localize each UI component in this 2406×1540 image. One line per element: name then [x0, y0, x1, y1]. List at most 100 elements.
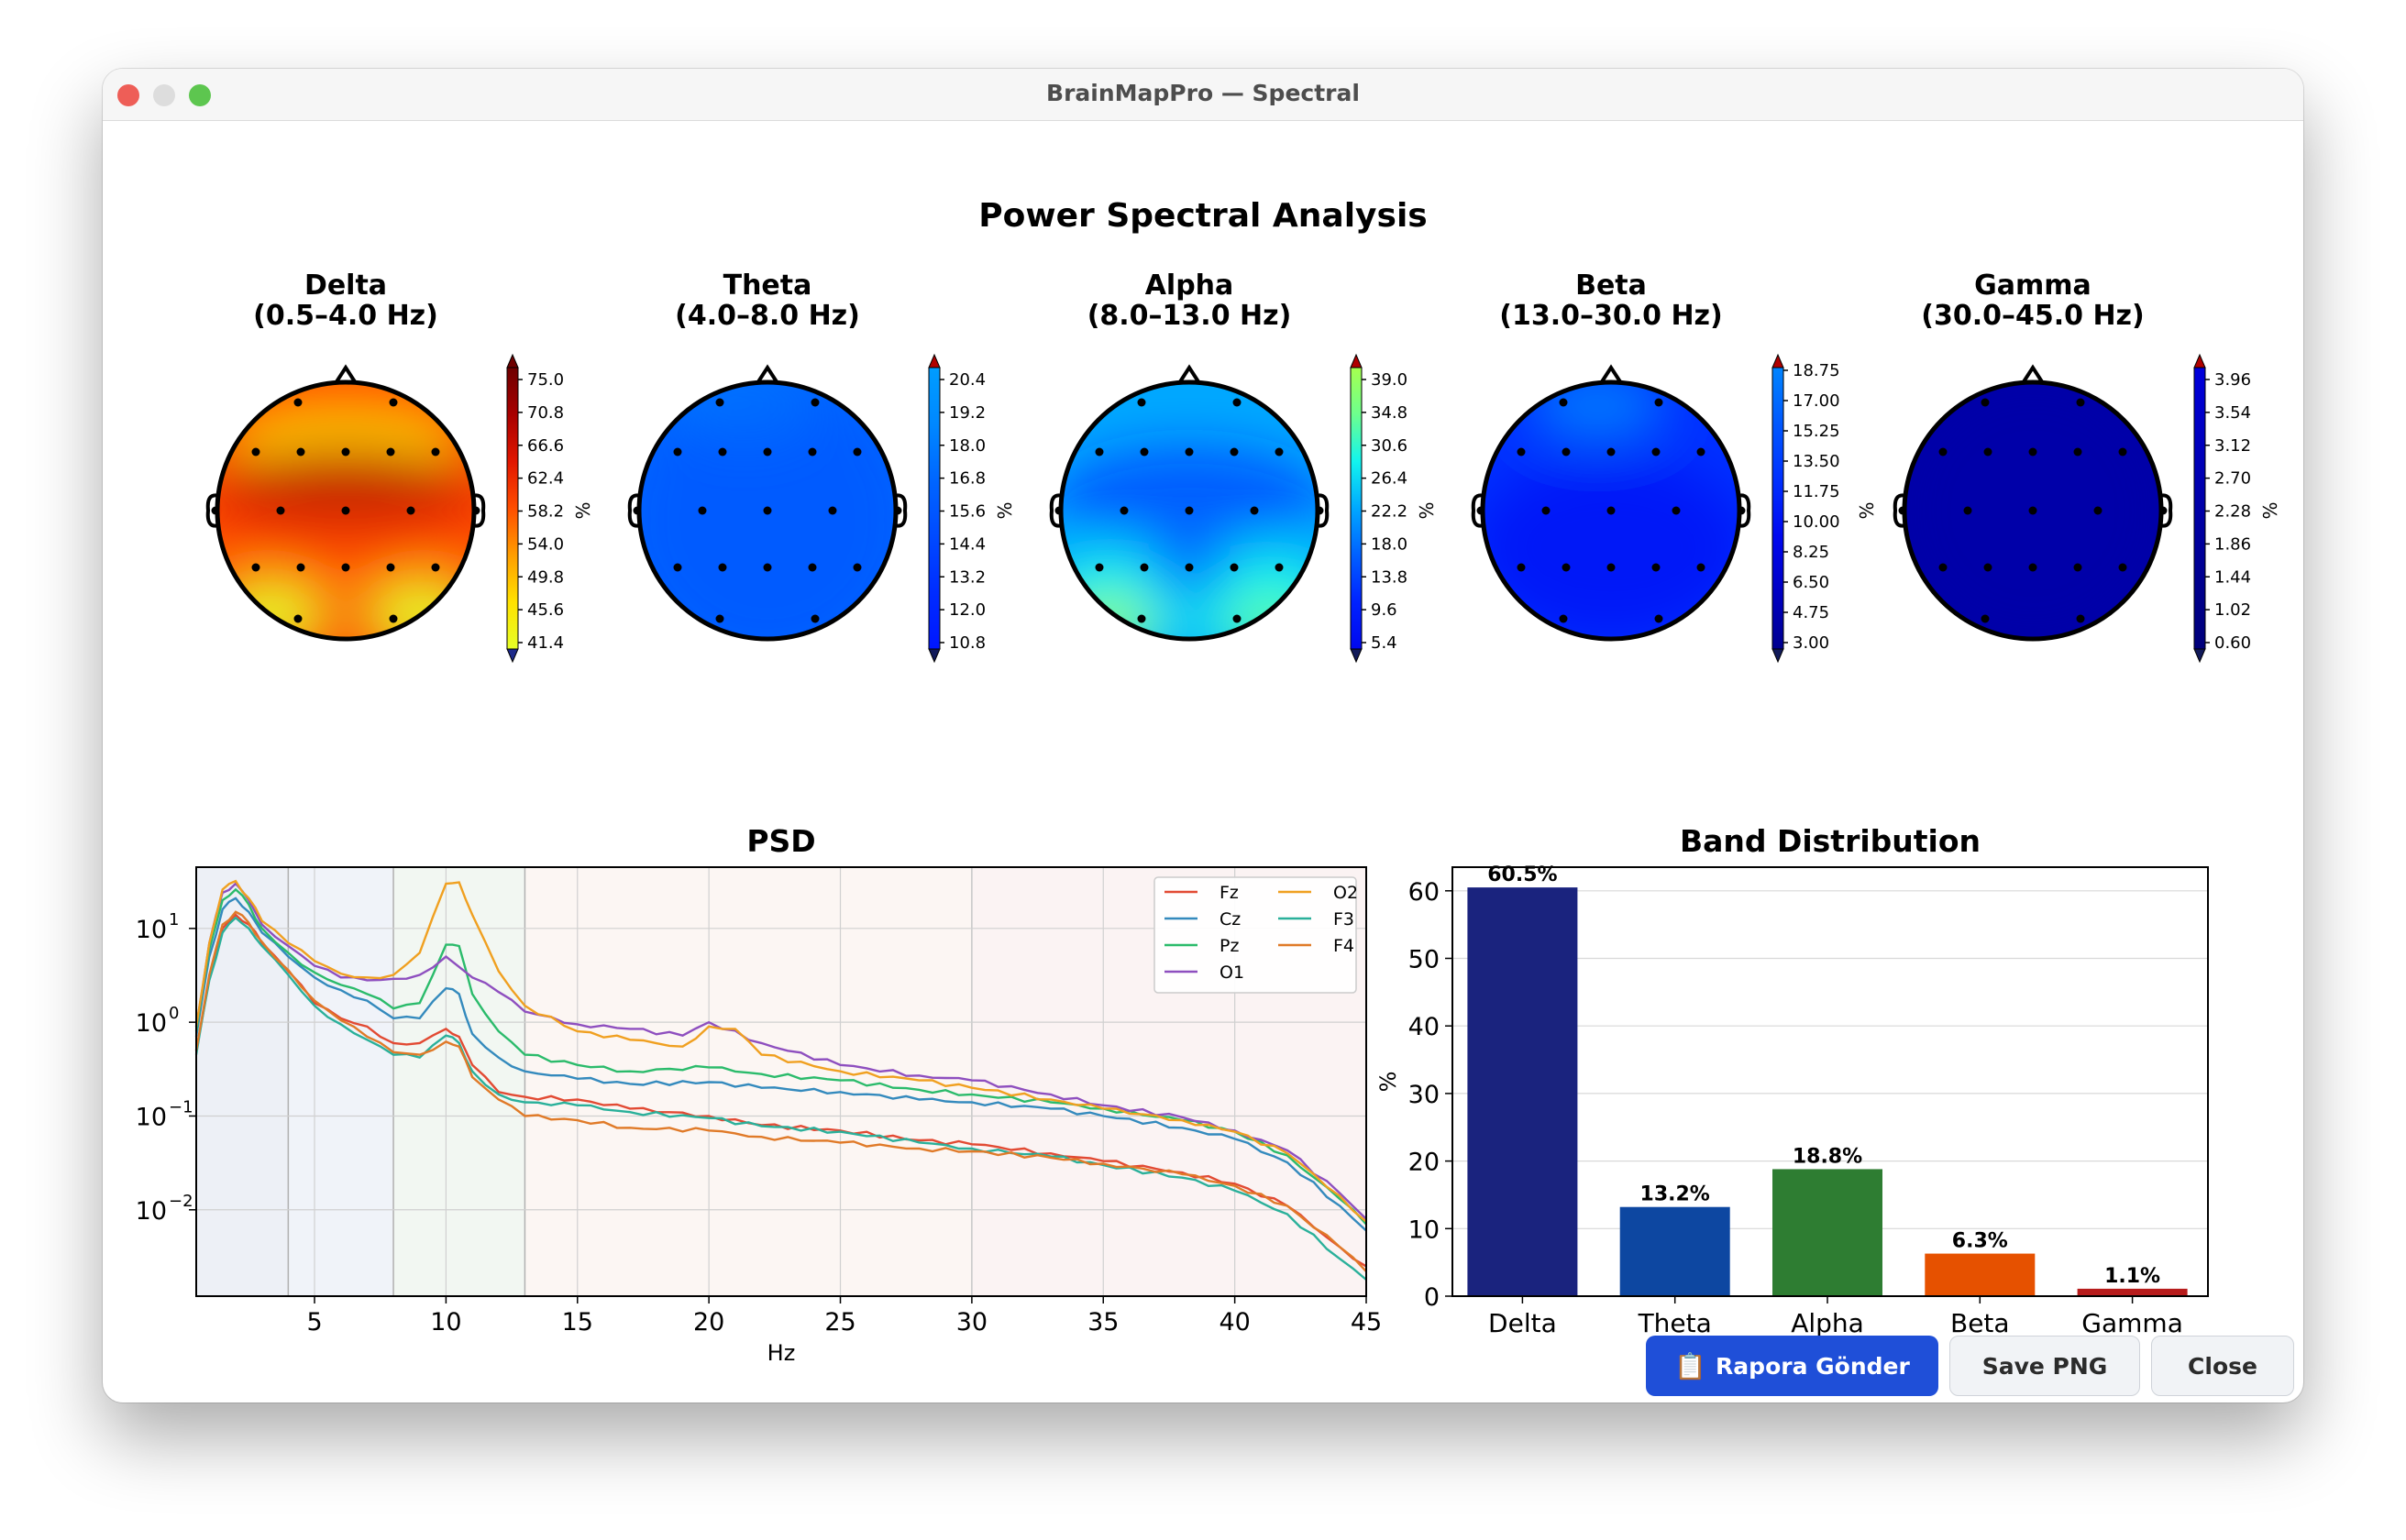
- psd-line-o2: [194, 879, 1367, 1223]
- colorbar-tick-label: 9.6: [1371, 600, 1397, 620]
- electrode-dot: [386, 563, 395, 572]
- colorbar-gradient: [928, 367, 941, 650]
- colorbar-tick-label: 2.28: [2214, 502, 2251, 522]
- colorbar-unit-label: %: [1416, 501, 1438, 519]
- electrode-dot: [1476, 506, 1485, 515]
- colorbar-min-arrow: [1350, 648, 1363, 664]
- electrode-dot: [1981, 614, 1990, 623]
- colorbar-tick-label: 10.00: [1793, 512, 1840, 532]
- send-to-report-button[interactable]: 📋 Rapora Gönder: [1646, 1336, 1938, 1396]
- bar-theta: [1619, 1206, 1730, 1296]
- save-png-label: Save PNG: [1981, 1352, 2108, 1380]
- save-png-button[interactable]: Save PNG: [1949, 1336, 2140, 1396]
- colorbar-tick-label: 13.8: [1371, 567, 1407, 587]
- electrode-dot: [2093, 506, 2102, 515]
- topomap-heat: [217, 382, 474, 639]
- electrode-dot: [296, 447, 305, 456]
- psd-x-tick-label: 25: [824, 1308, 855, 1336]
- maximize-window-button[interactable]: [189, 84, 211, 106]
- electrode-dot: [296, 563, 305, 572]
- psd-x-tick-label: 30: [956, 1308, 988, 1336]
- svg-text:−2: −2: [169, 1192, 193, 1211]
- colorbar-unit-label: %: [572, 501, 594, 519]
- electrode-dot: [1562, 447, 1571, 456]
- colorbar-tick-label: 13.2: [949, 567, 986, 587]
- electrode-dot: [1737, 506, 1746, 515]
- psd-title: PSD: [746, 823, 815, 859]
- legend-label: Cz: [1220, 909, 1241, 930]
- colorbar-tick-label: 2.70: [2214, 469, 2251, 489]
- electrode-dot: [1137, 614, 1146, 623]
- topomap-band-range: (4.0–8.0 Hz): [675, 300, 860, 332]
- electrode-dot: [633, 506, 642, 515]
- bar-gamma: [2077, 1288, 2188, 1296]
- psd-x-tick-label: 45: [1351, 1308, 1382, 1336]
- right-ear: [1737, 493, 1751, 528]
- psd-y-tick-label: 10 0: [136, 1004, 180, 1038]
- electrode-dot: [389, 614, 398, 623]
- colorbar-tick-label: 14.4: [949, 534, 986, 554]
- right-ear: [2158, 493, 2173, 528]
- electrode-dot: [1559, 614, 1568, 623]
- close-window-button[interactable]: [117, 84, 139, 106]
- colorbar-max-arrow: [2193, 353, 2206, 368]
- electrode-dot: [341, 563, 350, 572]
- electrode-dot: [673, 447, 682, 456]
- figure-canvas: Power Spectral Analysis Delta(0.5–4.0 Hz…: [136, 197, 2281, 1366]
- left-ear: [1471, 493, 1485, 528]
- colorbar-tick-label: 16.8: [949, 469, 986, 489]
- colorbar-max-arrow: [1350, 353, 1363, 368]
- electrode-dot: [811, 398, 820, 407]
- topomap-band-name: Delta: [304, 270, 387, 302]
- electrode-dot: [1606, 447, 1616, 456]
- electrode-dot: [2118, 447, 2127, 456]
- bar-value-label: 6.3%: [1952, 1230, 2008, 1253]
- colorbar-gradient: [1771, 367, 1784, 650]
- bar-y-tick-label: 30: [1408, 1081, 1440, 1109]
- electrode-dot: [1938, 447, 1948, 456]
- bar-category-label: Gamma: [2081, 1308, 2183, 1338]
- colorbar-gradient: [2193, 367, 2206, 650]
- psd-y-tick-label: 10 −1: [136, 1097, 193, 1131]
- psd-legend: Fz Cz Pz O1 O2 F3 F4: [1153, 876, 1358, 994]
- colorbar-tick-label: 3.54: [2214, 403, 2251, 423]
- electrode-dot: [1232, 398, 1242, 407]
- colorbar-tick-label: 18.0: [949, 436, 986, 456]
- psd-band-shade: [196, 867, 289, 1296]
- figure-title: Power Spectral Analysis: [978, 197, 1427, 235]
- electrode-dot: [893, 506, 902, 515]
- colorbar-max-arrow: [928, 353, 941, 368]
- electrode-dot: [1140, 563, 1149, 572]
- colorbar-tick-label: 3.96: [2214, 370, 2251, 390]
- topomap-band-range: (13.0–30.0 Hz): [1499, 300, 1722, 332]
- close-button[interactable]: Close: [2151, 1336, 2294, 1396]
- bar-y-tick-label: 0: [1424, 1283, 1440, 1312]
- colorbar-tick-label: 58.2: [527, 502, 564, 522]
- title-bar: BrainMapPro — Spectral: [103, 69, 2303, 121]
- colorbar-tick-label: 49.8: [527, 567, 564, 587]
- colorbar-tick-label: 5.4: [1371, 633, 1397, 653]
- psd-line-pz: [194, 887, 1367, 1226]
- app-window: BrainMapPro — Spectral Power Spectral An…: [103, 69, 2303, 1402]
- electrode-dot: [211, 506, 220, 515]
- colorbar-tick-label: 15.6: [949, 502, 986, 522]
- electrode-dot: [276, 506, 285, 515]
- minimize-window-button[interactable]: [153, 84, 175, 106]
- legend-label: O2: [1333, 883, 1358, 903]
- bar-chart-title: Band Distribution: [1680, 823, 1981, 859]
- colorbar-gradient: [506, 367, 519, 650]
- psd-x-tick-label: 40: [1219, 1308, 1250, 1336]
- electrode-dot: [251, 447, 260, 456]
- bar-beta: [1925, 1253, 2036, 1296]
- colorbar-tick-label: 41.4: [527, 633, 564, 653]
- legend-label: O1: [1220, 962, 1244, 983]
- legend-label: F3: [1333, 909, 1354, 930]
- colorbar-tick-label: 26.4: [1371, 469, 1407, 489]
- electrode-dot: [1140, 447, 1149, 456]
- electrode-dot: [1315, 506, 1324, 515]
- colorbar-tick-label: 10.8: [949, 633, 986, 653]
- topomap-beta: Beta(13.0–30.0 Hz) 18.75 17.00 15.25 13.50 11…: [1471, 270, 1878, 664]
- bar-value-label: 1.1%: [2104, 1265, 2160, 1288]
- bar-y-axis-label: %: [1375, 1072, 1401, 1093]
- left-ear: [627, 493, 642, 528]
